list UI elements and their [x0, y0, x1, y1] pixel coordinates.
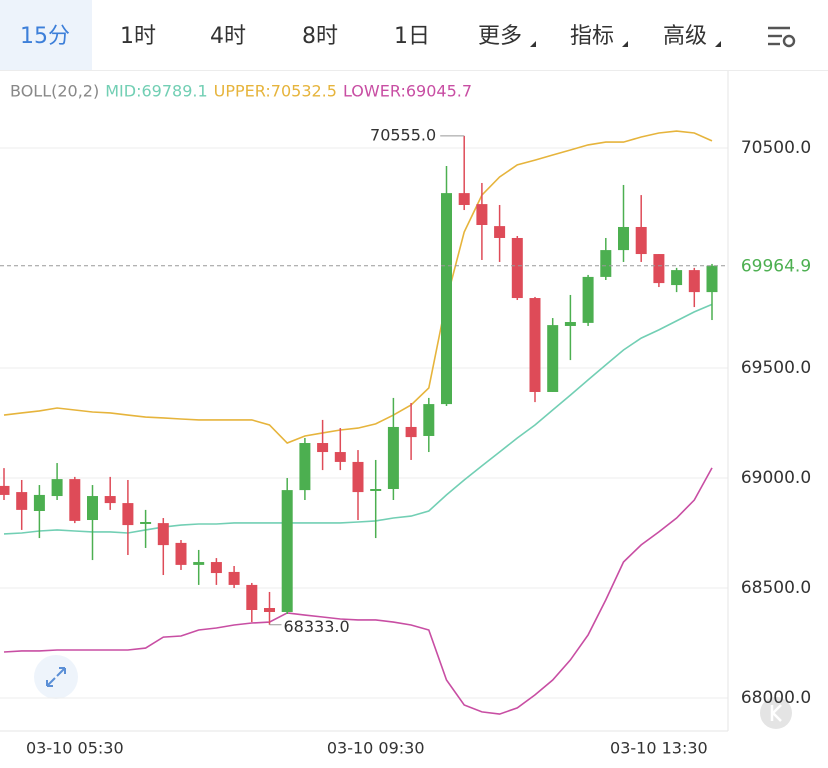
y-tick-label: 69000.0: [741, 468, 811, 488]
candle-body: [122, 503, 134, 526]
button-bg: [34, 655, 78, 699]
k-icon: [770, 704, 782, 722]
candle-body: [458, 193, 470, 205]
candle-body: [706, 265, 718, 293]
y-tick-label: 70500.0: [741, 138, 811, 158]
candle-body: [671, 270, 683, 286]
candle-body: [51, 479, 63, 497]
candle-body: [246, 584, 258, 610]
x-tick-label: 03-10 13:30: [610, 739, 708, 758]
plot: 15分 1时 4时 8时 1日 更多 指标 高级 68000.0 68500.0 69000.0 69…: [0, 0, 811, 758]
legend-text: MID:: [105, 82, 141, 101]
candle-body: [370, 489, 382, 491]
settings-icon[interactable]: [768, 26, 796, 48]
candle-body: [87, 496, 98, 521]
expand-button[interactable]: [34, 655, 78, 699]
max-label: 70555.0: [370, 125, 436, 144]
k-button[interactable]: [760, 697, 792, 729]
boll-line: [3, 303, 713, 535]
legend-text: 69045.7: [406, 82, 472, 101]
tab[interactable]: 更多: [478, 24, 522, 49]
candle-body: [175, 542, 187, 565]
candle-body: [582, 276, 594, 323]
candle-body: [688, 270, 700, 293]
y-tick-label: 68000.0: [741, 688, 811, 708]
candle-body: [317, 443, 329, 453]
tab[interactable]: 高级: [663, 24, 707, 49]
y-tick-label: 69500.0: [741, 358, 811, 378]
candle-body: [33, 494, 45, 511]
x-tick-label: 03-10 09:30: [327, 739, 425, 758]
candle-body: [0, 485, 10, 495]
candle-body: [104, 496, 116, 504]
candle-body: [387, 426, 399, 489]
candle-body: [334, 452, 346, 462]
candle-body: [423, 404, 435, 436]
expand-icon: [46, 667, 66, 687]
icon-gear: [782, 34, 796, 48]
candle-body: [529, 298, 541, 392]
legend-text: LOWER:: [343, 82, 406, 101]
candle-body: [228, 571, 240, 585]
tab[interactable]: 1时: [120, 24, 156, 49]
candle-body: [600, 250, 612, 277]
candle-body: [635, 226, 647, 255]
candle-body: [441, 193, 452, 405]
y-tick-label: 68500.0: [741, 578, 811, 598]
dropdown-caret: [715, 41, 721, 47]
candle-body: [405, 426, 417, 438]
dropdown-caret: [530, 41, 536, 47]
candle-body: [16, 492, 28, 510]
candle-body: [264, 608, 275, 612]
button-bg: [760, 697, 792, 729]
boll-line: [3, 130, 713, 444]
candle-body: [157, 523, 169, 546]
tab[interactable]: 4时: [210, 24, 246, 49]
candle-body: [564, 322, 576, 326]
min-label: 68333.0: [284, 617, 350, 636]
active-tab-bg: [0, 0, 92, 70]
candle-body: [281, 490, 293, 612]
legend-text: BOLL(20,2): [10, 82, 99, 101]
tab[interactable]: 15分: [20, 24, 70, 49]
candle-body: [476, 204, 488, 225]
tab[interactable]: 8时: [302, 24, 338, 49]
candle-body: [193, 562, 205, 565]
candle-body: [352, 461, 364, 493]
legend-text: UPPER:: [214, 82, 271, 101]
boll-line: [3, 467, 713, 715]
dropdown-caret: [622, 41, 628, 47]
candle-body: [299, 443, 311, 491]
legend-text: 69789.1: [141, 82, 207, 101]
candle-body: [511, 237, 523, 299]
current-price-label: 69964.9: [741, 257, 811, 277]
candle-body: [69, 479, 81, 521]
candle-body: [618, 226, 629, 251]
tab[interactable]: 指标: [570, 24, 614, 49]
candle-body: [653, 254, 665, 284]
x-tick-label: 03-10 05:30: [26, 739, 124, 758]
legend-text: 70532.5: [271, 82, 337, 101]
candle-body: [140, 522, 152, 524]
candle-body: [494, 226, 506, 238]
tab[interactable]: 1日: [394, 24, 430, 49]
candle-body: [547, 325, 559, 392]
candle-body: [210, 562, 222, 574]
